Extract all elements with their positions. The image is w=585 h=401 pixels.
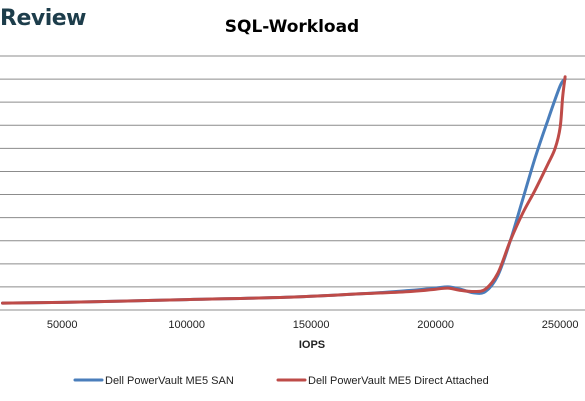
x-axis-label: IOPS [299,339,325,351]
x-tick-label: 250000 [542,319,579,331]
legend-label-0: Dell PowerVault ME5 SAN [105,375,234,387]
legend-label-1: Dell PowerVault ME5 Direct Attached [308,375,489,387]
chart-title: SQL-Workload [225,17,359,37]
series-line-0 [1,77,567,305]
series-line-1 [1,75,567,305]
brand-logo: Review [0,6,87,31]
x-tick-label: 100000 [168,319,205,331]
x-tick-label: 200000 [417,319,454,331]
x-tick-label: 50000 [47,319,78,331]
x-tick-label: 150000 [293,319,330,331]
